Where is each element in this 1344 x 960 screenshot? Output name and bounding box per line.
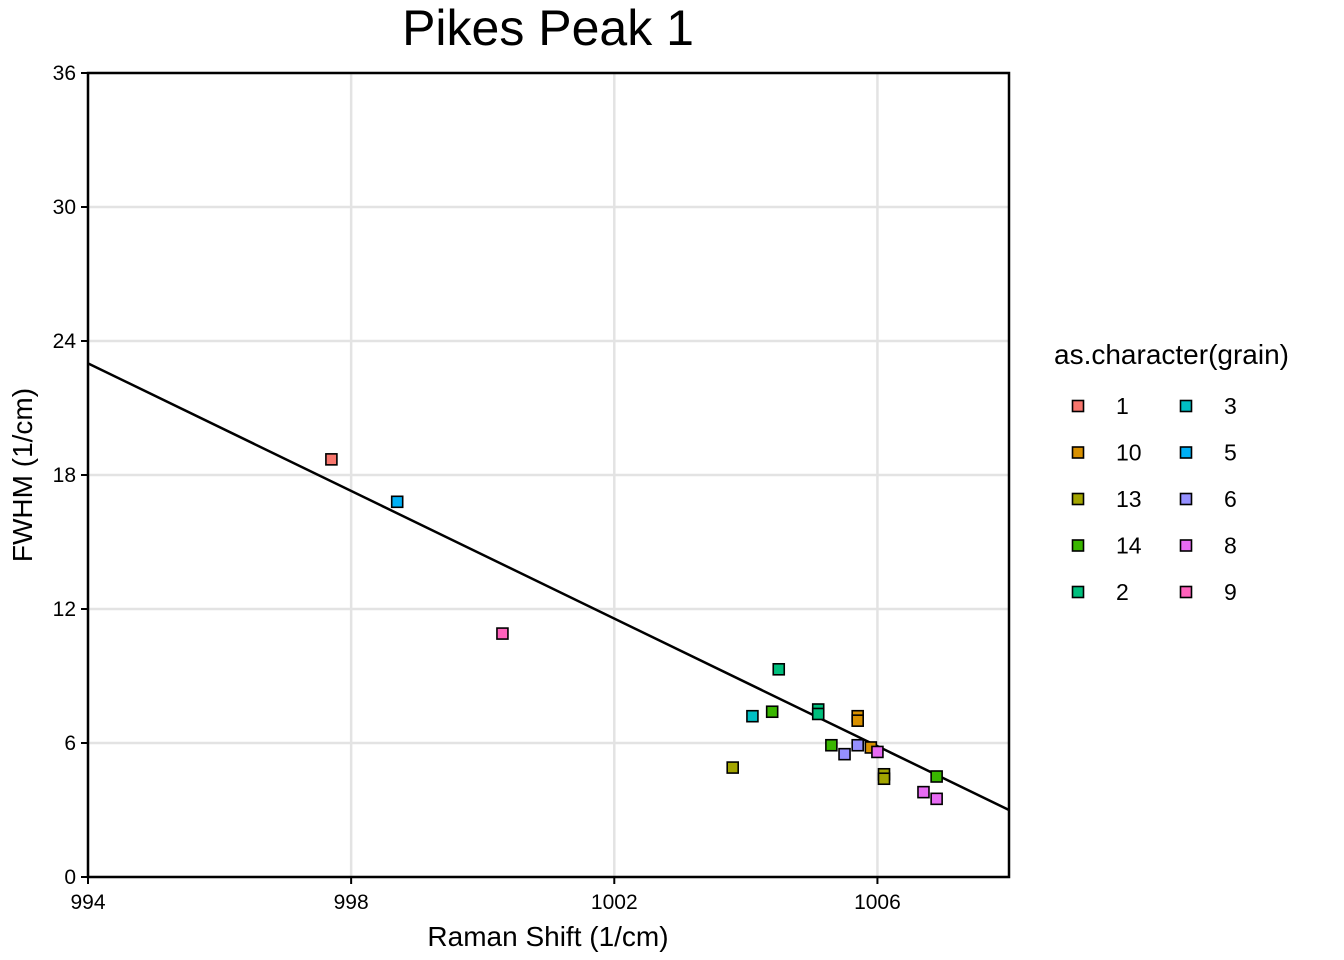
data-point bbox=[825, 738, 838, 752]
legend-label: 1 bbox=[1116, 393, 1129, 419]
data-point bbox=[930, 792, 943, 806]
legend-label: 5 bbox=[1224, 440, 1237, 466]
chart-title: Pikes Peak 1 bbox=[402, 0, 694, 56]
legend-key bbox=[1179, 446, 1193, 459]
legend-label: 9 bbox=[1224, 579, 1237, 605]
legend-key bbox=[1071, 492, 1085, 506]
legend-label: 10 bbox=[1116, 440, 1142, 466]
axis-ticks: 994 998 1002 1006 0 6 12 18 24 30 36 bbox=[53, 62, 901, 914]
y-tick-label: 30 bbox=[53, 196, 76, 219]
y-tick-label: 18 bbox=[53, 464, 76, 487]
y-axis-title: FWHM (1/cm) bbox=[7, 388, 38, 562]
grid-lines bbox=[86, 71, 1009, 879]
legend-key bbox=[1071, 446, 1085, 459]
legend-label: 14 bbox=[1116, 533, 1142, 559]
data-point bbox=[765, 705, 779, 719]
x-tick-label: 998 bbox=[334, 891, 369, 914]
legend-label: 8 bbox=[1224, 533, 1237, 559]
x-tick-label: 1006 bbox=[854, 891, 901, 914]
legend-label: 6 bbox=[1224, 486, 1237, 512]
legend-key bbox=[1071, 539, 1085, 552]
legend-key bbox=[1179, 399, 1193, 413]
data-point bbox=[325, 453, 338, 466]
x-tick-label: 1002 bbox=[591, 891, 638, 914]
x-tick-label: 994 bbox=[70, 891, 105, 914]
legend-title: as.character(grain) bbox=[1054, 339, 1289, 370]
data-point bbox=[871, 745, 884, 759]
y-tick-label: 0 bbox=[64, 866, 76, 889]
data-point bbox=[917, 785, 930, 799]
data-point bbox=[746, 709, 759, 723]
legend-key bbox=[1071, 399, 1085, 413]
data-point bbox=[930, 770, 943, 783]
legend-label: 3 bbox=[1224, 393, 1237, 419]
legend-key bbox=[1071, 585, 1085, 599]
legend-key bbox=[1179, 585, 1193, 599]
data-point bbox=[838, 747, 851, 761]
legend-label: 2 bbox=[1116, 579, 1129, 605]
fit-line bbox=[87, 362, 1010, 812]
legend-label: 13 bbox=[1116, 486, 1142, 512]
data-points bbox=[325, 453, 943, 806]
legend-key bbox=[1179, 492, 1193, 506]
data-point bbox=[390, 495, 404, 509]
y-tick-label: 12 bbox=[53, 598, 76, 621]
data-point bbox=[851, 738, 864, 752]
y-tick-label: 6 bbox=[64, 732, 76, 755]
x-axis-title: Raman Shift (1/cm) bbox=[427, 921, 668, 952]
data-point bbox=[851, 714, 864, 727]
data-point bbox=[811, 707, 825, 721]
legend: 1 10 13 14 2 3 5 6 8 9 bbox=[1071, 393, 1237, 605]
data-point bbox=[772, 662, 786, 676]
y-tick-label: 24 bbox=[53, 330, 77, 353]
data-point bbox=[726, 761, 740, 774]
y-tick-label: 36 bbox=[53, 62, 76, 85]
fit-line-group bbox=[87, 362, 1010, 812]
data-point bbox=[496, 627, 509, 640]
legend-key bbox=[1179, 539, 1193, 552]
data-point bbox=[877, 772, 891, 786]
